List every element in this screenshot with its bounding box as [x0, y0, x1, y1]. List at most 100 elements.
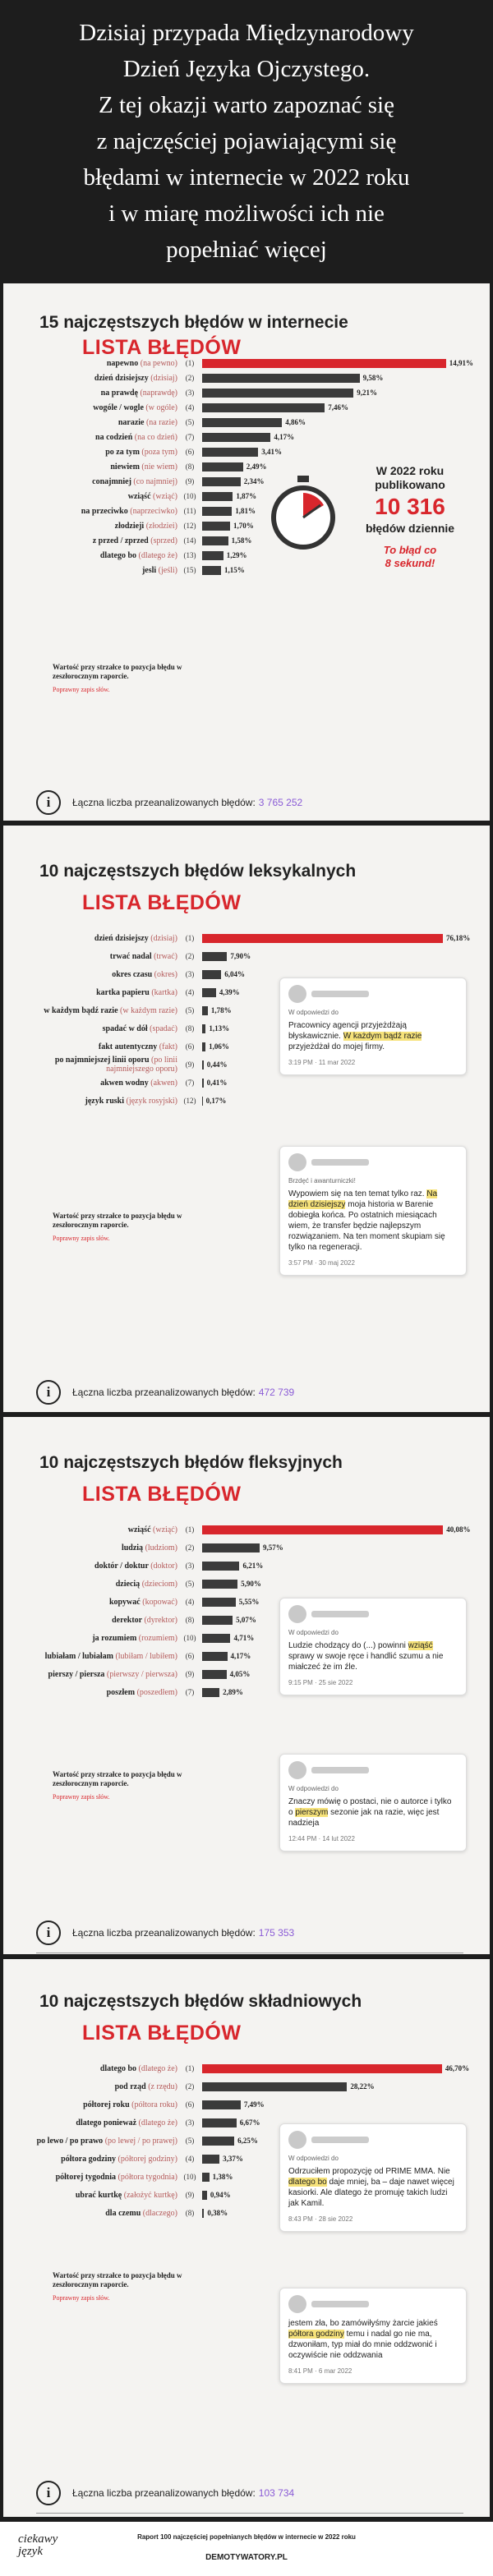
bar-row: ludzią (ludziom) (2) 9,57%	[15, 1539, 483, 1557]
rank: (5)	[185, 1580, 195, 1588]
rank: (9)	[185, 477, 195, 485]
rank: (2)	[185, 952, 195, 960]
rank: (10)	[183, 1634, 196, 1642]
row-label: ubrać kurtkę (założyć kurtkę)	[15, 2191, 177, 2200]
tweet-author	[288, 1153, 458, 1171]
row-label: na prawdę (naprawdę)	[15, 389, 177, 398]
correct-form: (na pewno)	[140, 358, 177, 368]
bar-track: 1,29%	[202, 550, 473, 561]
bar	[202, 1543, 260, 1552]
tweet-text-part: sezonie jak na razie, więc jest nadzieja	[288, 1808, 440, 1828]
bar-track: 4,17%	[202, 1650, 473, 1662]
row-label: w każdym bądź razie (w każdym razie)	[15, 1006, 177, 1015]
bar-row: ubrać kurtkę (założyć kurtkę) (9) 0,94%	[15, 2186, 483, 2204]
tweet-card: Brzdęć i awanturniczki! Wypowiem się na t…	[279, 1146, 467, 1276]
bar-track: 9,58%	[202, 372, 473, 384]
tweet-text: Znaczy mówię o postaci, nie o autorce i …	[288, 1796, 458, 1828]
logo: ciekawy język	[18, 2532, 58, 2558]
bar-row: dlatego bo (dlatego że) (1) 46,70%	[15, 2059, 483, 2077]
footnote-text: Wartość przy strzałce to pozycja błędu w…	[53, 2271, 182, 2288]
total: i Łączna liczba przeanalizowanych błędów:…	[36, 786, 463, 819]
wrong-form: po najmniejszej linii oporu	[54, 1056, 150, 1065]
row-label: spadać w dół (spadać)	[15, 1024, 177, 1033]
tweet-author	[288, 1761, 458, 1779]
wrong-form: po lewo / po prawo	[36, 2136, 104, 2146]
value-label: 5,90%	[241, 1580, 261, 1588]
tweet-text: jestem zła, bo zamówiłyśmy żarcie jakieś…	[288, 2318, 458, 2361]
bar	[202, 506, 233, 516]
bar-row: narazie (na razie) (5) 4,86%	[15, 415, 483, 430]
bar-track: 0,38%	[202, 2207, 473, 2219]
correct-form: (doktor)	[150, 1561, 177, 1571]
bar-row: po najmniejszej linii oporu (po linii na…	[15, 1056, 483, 1074]
info-icon: i	[36, 790, 61, 815]
chart-subtitle: LISTA BŁĘDÓW	[82, 336, 242, 359]
wrong-form: dziecią	[115, 1579, 141, 1589]
rank: (9)	[185, 1670, 195, 1678]
rank: (10)	[183, 492, 196, 500]
value-label: 46,70%	[445, 2064, 470, 2072]
bar-row: dziecią (dzieciom) (5) 5,90%	[15, 1575, 483, 1593]
rank: (8)	[185, 2209, 195, 2217]
bar-track: 6,25%	[202, 2135, 473, 2146]
bar-row: język ruski (język rosyjski) (12) 0,17%	[15, 1092, 483, 1110]
row-label: dzień dzisiejszy (dzisiaj)	[15, 374, 177, 383]
bar-chart: dzień dzisiejszy (dzisiaj) (1) 76,18% trwać…	[15, 929, 483, 1110]
author-name	[311, 991, 369, 997]
bar	[202, 373, 360, 383]
callout-text: To błąd co	[383, 544, 437, 556]
bar-track: 14,91%	[202, 357, 473, 369]
bar	[202, 491, 233, 501]
tweet-text-part: Wypowiem się na ten temat tylko raz.	[288, 1189, 427, 1198]
row-label: ludzią (ludziom)	[15, 1543, 177, 1552]
bar-row: na przeciwko (naprzeciwko) (11) 1,81%	[15, 504, 483, 518]
tweet-card: W odpowiedzi do Ludzie chodzący do (...) …	[279, 1598, 467, 1695]
tweet-card: W odpowiedzi do Znaczy mówię o postaci, n…	[279, 1754, 467, 1852]
row-label: po najmniejszej linii oporu (po linii na…	[15, 1056, 177, 1074]
value-label: 28,22%	[350, 2082, 375, 2091]
bar	[202, 476, 241, 486]
wrong-form: po za tym	[105, 447, 140, 457]
bar-track: 6,67%	[202, 2117, 473, 2128]
row-label: conajmniej (co najmniej)	[15, 477, 177, 486]
chart-subtitle: LISTA BŁĘDÓW	[82, 891, 242, 914]
bar-row: półtora godziny (półtorej godziny) (4) 3,3…	[15, 2150, 483, 2168]
bar-row: fakt autentyczny (fakt) (6) 1,06%	[15, 1037, 483, 1056]
value-label: 7,46%	[328, 403, 348, 412]
value-label: 4,17%	[274, 433, 295, 441]
tweet-text-part: moja historia w Barenie dobiegła końca. …	[288, 1200, 445, 1252]
value-label: 3,37%	[223, 2155, 243, 2163]
footnote: Wartość przy strzałce to pozycja błędu w…	[53, 663, 217, 693]
total: i Łączna liczba przeanalizowanych błędów:…	[36, 2477, 463, 2509]
tweet-text-part: Znaczy mówię o postaci, nie o autorce i …	[288, 1797, 452, 1817]
value-label: 2,89%	[223, 1688, 243, 1696]
row-label: wziąść (wziąć)	[15, 1525, 177, 1534]
bar	[202, 417, 283, 427]
correct-form: (dzieciom)	[141, 1579, 177, 1589]
bar	[202, 2136, 235, 2146]
panel: 10 najczęstszych błędów leksykalnych LIST…	[3, 826, 490, 1412]
correct-form: (na co dzień)	[134, 432, 177, 442]
correct-form: (poza tym)	[141, 447, 177, 457]
bar-track: 5,90%	[202, 1578, 473, 1589]
value-label: 1,58%	[231, 536, 252, 545]
bar	[202, 1078, 204, 1088]
rank: (4)	[185, 2155, 195, 2163]
correct-form: (język rosyjski)	[126, 1096, 178, 1106]
bar-track: 1,15%	[202, 564, 473, 576]
wrong-form: narazie	[117, 417, 145, 427]
value-label: 2,49%	[246, 462, 267, 471]
total-value: 3 765 252	[258, 797, 303, 808]
rank: (15)	[183, 566, 196, 574]
wrong-form: napewno	[106, 358, 139, 368]
bar-track: 1,87%	[202, 490, 473, 502]
correct-form: (w każdym razie)	[120, 1005, 177, 1015]
row-label: jesli (jeśli)	[15, 566, 177, 575]
value-label: 7,90%	[230, 952, 251, 960]
wrong-form: wziąść	[127, 491, 151, 501]
bar-row: dlatego ponieważ (dlatego że) (3) 6,67%	[15, 2114, 483, 2132]
rank: (1)	[185, 934, 195, 942]
correct-form: (wziąć)	[153, 491, 177, 501]
bar-row: ja rozumiem (rozumiem) (10) 4,71%	[15, 1629, 483, 1647]
row-label: dlatego ponieważ (dlatego że)	[15, 2118, 177, 2128]
